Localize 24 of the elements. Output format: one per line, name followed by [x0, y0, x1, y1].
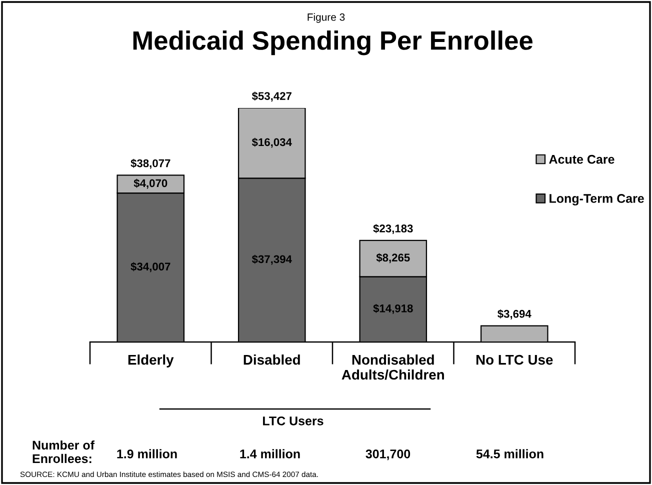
data-label: $16,034: [252, 138, 292, 148]
x-tick-label: Nondisabled Adults/Children: [342, 354, 444, 380]
x-tick-label: No LTC Use: [476, 354, 553, 365]
data-label: $14,918: [373, 304, 413, 314]
total-label: $53,427: [252, 92, 292, 102]
text: 1.9 million: [117, 449, 177, 458]
text: Number of Enrollees:: [32, 440, 95, 464]
legend-label: Long-Term Care: [550, 194, 644, 206]
legend-label: Acute Care: [549, 154, 614, 164]
data-label: $37,394: [252, 254, 292, 265]
data-label: $34,007: [130, 262, 170, 272]
x-tick-label: Disabled: [244, 354, 300, 365]
data-label: $8,265: [376, 253, 410, 264]
x-tick-label: Elderly: [128, 354, 174, 368]
text: 54.5 million: [476, 449, 544, 458]
data-label: $4,070: [134, 178, 168, 189]
total-label: $23,183: [373, 224, 413, 234]
chart-title: Medicaid Spending Per Enrollee: [133, 30, 533, 56]
text: LTC Users: [263, 416, 324, 426]
total-label: $3,694: [498, 309, 532, 320]
caption: Figure 3: [308, 13, 345, 23]
text: 1.4 million: [240, 449, 300, 458]
text: 301,700: [366, 450, 410, 460]
total-label: $38,077: [130, 158, 170, 169]
